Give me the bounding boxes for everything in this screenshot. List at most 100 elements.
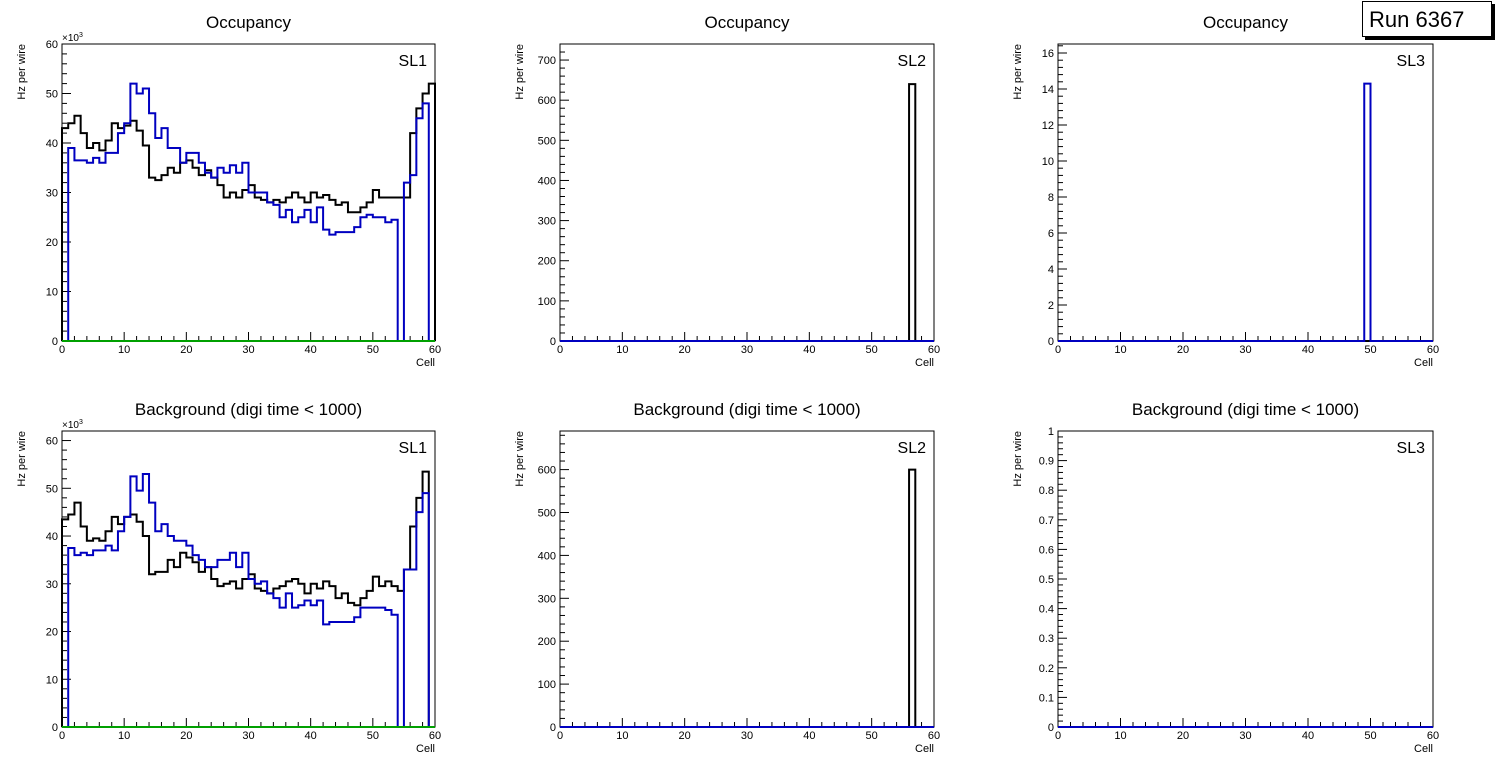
panel-background-sl3: Background (digi time < 1000)0 10 20 30 40 50… <box>1012 400 1439 755</box>
x-tick-label: 60 <box>1427 730 1439 742</box>
panel-title: Occupancy <box>704 13 790 32</box>
y-tick-label: 0.6 <box>1039 544 1054 556</box>
x-axis-title: Cell <box>915 357 934 369</box>
y-tick-label: 200 <box>538 636 556 648</box>
y-axis-title: Hz per wire <box>1012 44 1024 100</box>
y-axis-multiplier: ×103 <box>62 419 83 431</box>
panel-title: Background (digi time < 1000) <box>135 400 362 419</box>
y-tick-label: 600 <box>538 465 556 477</box>
histogram-layer-blue <box>1058 82 1433 342</box>
x-tick-label: 60 <box>429 344 441 356</box>
x-tick-label: 40 <box>803 730 815 742</box>
superlayer-label: SL3 <box>1397 440 1426 457</box>
y-tick-label: 1 <box>1048 426 1054 438</box>
x-tick-label: 10 <box>118 344 130 356</box>
plot-frame <box>559 430 935 728</box>
y-tick-label: 400 <box>538 175 556 187</box>
y-axis-title: Hz per wire <box>514 431 526 487</box>
x-tick-label: 30 <box>741 344 753 356</box>
y-tick-label: 14 <box>1042 84 1054 96</box>
x-tick-label: 30 <box>741 730 753 742</box>
y-tick-label: 0 <box>550 336 556 348</box>
y-axis-title: Hz per wire <box>16 431 28 487</box>
superlayer-label: SL1 <box>399 440 428 457</box>
x-tick-label: 0 <box>1055 344 1061 356</box>
y-tick-label: 0.9 <box>1039 456 1054 468</box>
histogram-layer-black <box>560 83 934 342</box>
y-tick-label: 0 <box>1048 336 1054 348</box>
x-tick-label: 30 <box>1239 344 1251 356</box>
x-tick-label: 60 <box>1427 344 1439 356</box>
x-tick-label: 0 <box>59 344 65 356</box>
x-tick-label: 20 <box>679 344 691 356</box>
x-tick-label: 40 <box>1302 730 1314 742</box>
y-tick-label: 0 <box>550 722 556 734</box>
multiplier-base: ×10 <box>62 420 79 431</box>
y-tick-label: 0.3 <box>1039 633 1054 645</box>
x-tick-label: 20 <box>180 344 192 356</box>
y-tick-label: 0 <box>52 336 58 348</box>
x-tick-label: 0 <box>59 730 65 742</box>
y-tick-label: 8 <box>1048 192 1054 204</box>
y-tick-label: 100 <box>538 296 556 308</box>
y-tick-label: 0.8 <box>1039 485 1054 497</box>
x-tick-label: 0 <box>557 730 563 742</box>
x-tick-label: 50 <box>866 730 878 742</box>
x-tick-label: 20 <box>180 730 192 742</box>
y-tick-label: 50 <box>46 89 58 101</box>
y-axis-title: Hz per wire <box>1012 431 1024 487</box>
y-tick-label: 20 <box>46 237 58 249</box>
plot-frame <box>1057 430 1434 728</box>
histogram-layer-black <box>560 468 934 728</box>
y-tick-label: 40 <box>46 138 58 150</box>
x-tick-label: 0 <box>557 344 563 356</box>
x-tick-label: 60 <box>928 730 940 742</box>
x-axis-title: Cell <box>416 357 435 369</box>
x-tick-label: 20 <box>1177 730 1189 742</box>
x-tick-label: 30 <box>242 730 254 742</box>
x-tick-label: 50 <box>1364 730 1376 742</box>
y-tick-label: 6 <box>1048 228 1054 240</box>
y-tick-label: 10 <box>46 674 58 686</box>
y-tick-label: 60 <box>46 436 58 448</box>
y-tick-label: 10 <box>46 287 58 299</box>
x-tick-label: 50 <box>1364 344 1376 356</box>
y-tick-label: 0 <box>1048 722 1054 734</box>
y-axis-title: Hz per wire <box>16 44 28 100</box>
y-tick-label: 20 <box>46 627 58 639</box>
x-tick-label: 60 <box>928 344 940 356</box>
y-tick-label: 60 <box>46 39 58 51</box>
x-tick-label: 30 <box>242 344 254 356</box>
plot-frame <box>559 43 935 342</box>
y-tick-label: 2 <box>1048 300 1054 312</box>
y-tick-label: 12 <box>1042 120 1054 132</box>
histogram-layer-black <box>61 470 435 728</box>
y-axis-title: Hz per wire <box>514 44 526 100</box>
x-tick-label: 50 <box>367 730 379 742</box>
y-tick-label: 40 <box>46 531 58 543</box>
plot-frame <box>1057 43 1434 342</box>
multiplier-exponent: 3 <box>79 32 83 39</box>
y-tick-label: 30 <box>46 188 58 200</box>
x-tick-label: 40 <box>1302 344 1314 356</box>
y-tick-label: 0.2 <box>1039 663 1054 675</box>
x-tick-label: 20 <box>1177 344 1189 356</box>
panel-title: Background (digi time < 1000) <box>633 400 860 419</box>
panel-occupancy-sl3: Occupancy 0 10 20 30 40 50 60 0 2 4 6 8 10 12 14 16 Cell H… <box>1012 13 1439 369</box>
multiplier-exponent: 3 <box>79 419 83 426</box>
superlayer-label: SL2 <box>898 440 927 457</box>
y-tick-label: 500 <box>538 508 556 520</box>
x-tick-label: 10 <box>118 730 130 742</box>
y-tick-label: 0.5 <box>1039 574 1054 586</box>
y-tick-label: 0.1 <box>1039 692 1054 704</box>
panel-background-sl2: Background (digi time < 1000) 0 10 20 30 40 50… <box>514 400 940 755</box>
x-tick-label: 60 <box>429 730 441 742</box>
y-tick-label: 300 <box>538 216 556 228</box>
panel-title: Occupancy <box>1203 13 1289 32</box>
y-tick-label: 600 <box>538 95 556 107</box>
histogram-layer-blue <box>62 82 435 342</box>
y-tick-label: 50 <box>46 483 58 495</box>
